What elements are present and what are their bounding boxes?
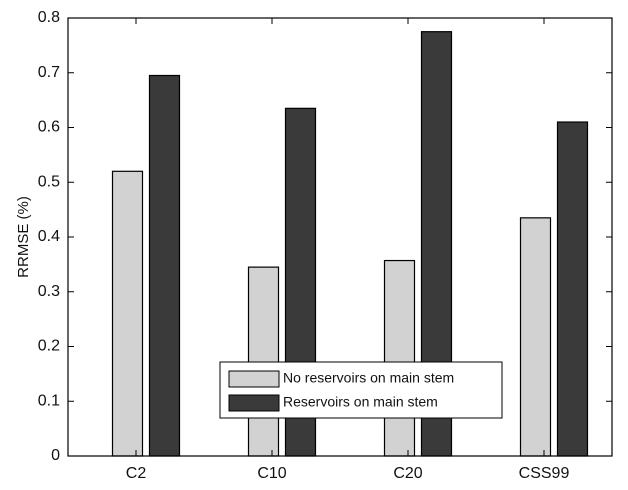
axes-box [67, 17, 613, 457]
bar [111, 170, 144, 457]
y-tick-label: 0.4 [38, 228, 60, 245]
y-tick-label: 0.1 [38, 392, 60, 409]
y-tick-label: 0.5 [38, 173, 60, 190]
legend-label: Reservoirs on main stem [283, 394, 438, 410]
legend-swatch [228, 394, 280, 412]
legend-swatch [228, 370, 280, 388]
y-tick-label: 0.2 [38, 338, 60, 355]
y-tick-label: 0.7 [38, 64, 60, 81]
bar [148, 74, 181, 457]
bar [519, 217, 552, 457]
bar [383, 259, 416, 457]
y-tick-label: 0.3 [38, 283, 60, 300]
y-tick-label: 0.6 [38, 119, 60, 136]
y-tick-label: 0.8 [38, 9, 60, 26]
legend-label: No reservoirs on main stem [283, 370, 454, 386]
x-tick-label: C20 [393, 465, 422, 482]
x-tick-label: CSS99 [519, 465, 570, 482]
x-tick-label: C10 [257, 465, 286, 482]
x-tick-label: C2 [126, 465, 147, 482]
y-tick-label: 0 [51, 447, 60, 464]
bar [556, 121, 589, 457]
y-axis-label: RRMSE (%) [15, 196, 32, 278]
